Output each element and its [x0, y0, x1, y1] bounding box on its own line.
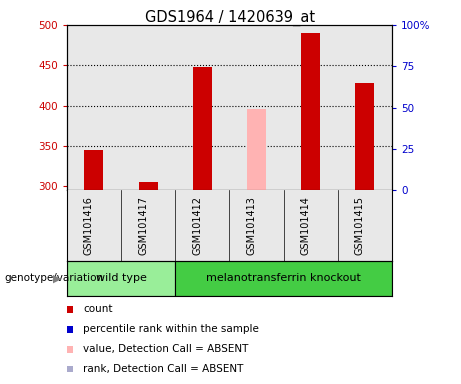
FancyBboxPatch shape — [175, 261, 392, 296]
Text: count: count — [83, 304, 112, 314]
Text: value, Detection Call = ABSENT: value, Detection Call = ABSENT — [83, 344, 248, 354]
Text: rank, Detection Call = ABSENT: rank, Detection Call = ABSENT — [83, 364, 243, 374]
Bar — [193, 67, 212, 190]
Text: percentile rank within the sample: percentile rank within the sample — [83, 324, 259, 334]
Bar — [301, 33, 320, 190]
Text: GSM101417: GSM101417 — [138, 196, 148, 255]
Bar — [84, 150, 103, 190]
Text: GDS1964 / 1420639_at: GDS1964 / 1420639_at — [145, 10, 316, 26]
Text: GSM101414: GSM101414 — [301, 196, 311, 255]
Text: wild type: wild type — [95, 273, 147, 283]
Text: genotype/variation: genotype/variation — [5, 273, 104, 283]
Bar — [139, 182, 158, 190]
FancyBboxPatch shape — [67, 261, 175, 296]
Text: GSM101413: GSM101413 — [247, 196, 256, 255]
Text: GSM101412: GSM101412 — [192, 196, 202, 255]
Text: ▶: ▶ — [53, 273, 61, 283]
Text: GSM101416: GSM101416 — [84, 196, 94, 255]
Text: melanotransferrin knockout: melanotransferrin knockout — [206, 273, 361, 283]
Text: GSM101415: GSM101415 — [355, 196, 365, 255]
Bar — [247, 109, 266, 190]
Bar — [355, 83, 374, 190]
